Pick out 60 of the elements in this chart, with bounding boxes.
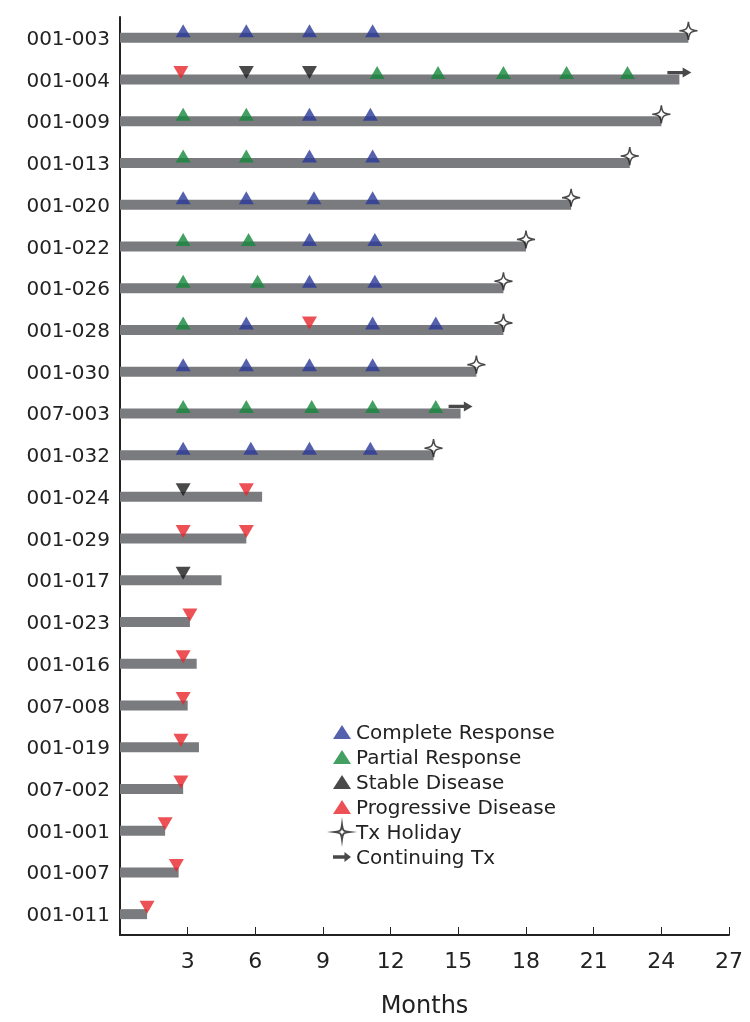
x-tick-label: 15 — [444, 947, 473, 973]
y-tick-label: 001-026 — [26, 276, 110, 301]
bar — [120, 742, 199, 753]
bar — [120, 74, 680, 85]
bar — [120, 450, 434, 461]
bar — [120, 700, 188, 711]
bar — [120, 491, 263, 502]
y-tick-label: 001-016 — [26, 651, 110, 676]
bar — [120, 825, 166, 836]
bar — [120, 408, 461, 419]
x-tick-label: 9 — [316, 947, 330, 973]
x-tick-label: 18 — [512, 947, 540, 973]
legend-label: Progressive Disease — [356, 795, 557, 819]
y-tick-label: 007-002 — [26, 776, 110, 801]
y-tick-label: 001-028 — [26, 317, 110, 342]
y-tick-label: 001-022 — [26, 234, 110, 259]
y-tick-label: 001-024 — [26, 484, 110, 509]
y-tick-label: 001-003 — [26, 25, 110, 50]
bar — [120, 241, 526, 252]
y-tick-label: 007-003 — [26, 401, 110, 426]
y-tick-label: 001-007 — [26, 860, 110, 885]
legend-label: Complete Response — [356, 720, 555, 744]
y-tick-label: 001-030 — [26, 359, 110, 384]
bar — [120, 32, 689, 43]
x-tick-label: 21 — [579, 947, 608, 973]
legend-label: Stable Disease — [356, 770, 505, 794]
x-tick-label: 27 — [715, 947, 743, 973]
bar — [120, 324, 504, 335]
bar — [120, 199, 572, 210]
bar — [120, 116, 662, 127]
x-tick-label: 6 — [248, 947, 263, 973]
y-tick-label: 001-032 — [26, 443, 110, 468]
bar — [120, 158, 630, 169]
bar — [120, 533, 247, 544]
y-tick-label: 001-009 — [26, 109, 110, 134]
x-tick-label: 12 — [376, 947, 405, 973]
y-tick-label: 001-023 — [26, 610, 110, 635]
y-tick-label: 001-004 — [26, 67, 110, 92]
bar — [120, 617, 190, 628]
bar — [120, 867, 179, 878]
x-tick-label: 24 — [647, 947, 676, 973]
legend-label: Continuing Tx — [356, 845, 496, 869]
y-tick-label: 007-008 — [26, 693, 110, 718]
bar — [120, 909, 148, 920]
bar — [120, 283, 504, 294]
y-tick-label: 001-011 — [26, 902, 110, 927]
bar — [120, 658, 197, 669]
y-tick-label: 001-019 — [26, 735, 110, 760]
bar — [120, 366, 477, 377]
bar — [120, 783, 184, 794]
legend-label: Partial Response — [356, 745, 522, 769]
x-tick-label: 3 — [180, 947, 195, 973]
bar — [120, 575, 222, 586]
y-tick-label: 001-001 — [26, 818, 110, 843]
y-tick-label: 001-020 — [26, 192, 110, 217]
x-axis-title: Months — [380, 991, 469, 1019]
y-tick-label: 001-017 — [26, 568, 110, 593]
legend-label: Tx Holiday — [355, 820, 462, 844]
y-tick-label: 001-013 — [26, 151, 110, 176]
y-tick-label: 001-029 — [26, 526, 110, 551]
